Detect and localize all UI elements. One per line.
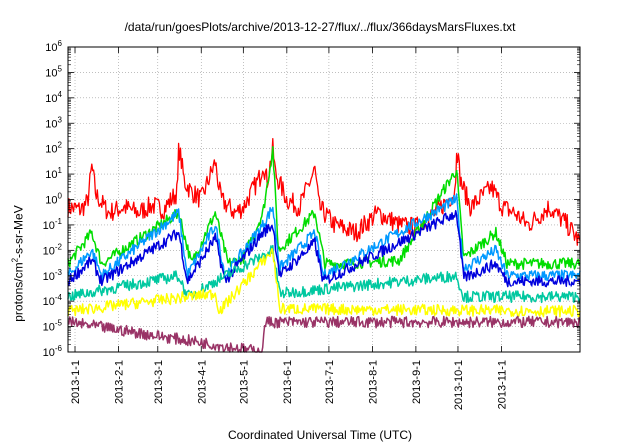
x-axis-label: Coordinated Universal Time (UTC) bbox=[227, 428, 413, 442]
series-line bbox=[67, 315, 581, 353]
x-tick-label: 2013-5-1 bbox=[238, 360, 250, 404]
x-tick-label: 2013-4-1 bbox=[196, 360, 208, 404]
x-tick-label: 2013-2-1 bbox=[113, 360, 125, 404]
x-tick-label: 2013-9-1 bbox=[411, 360, 423, 404]
x-tick-label: 2013-11-1 bbox=[496, 360, 508, 409]
series-line bbox=[67, 247, 581, 318]
series-line bbox=[67, 137, 581, 246]
x-tick-label: 2013-10-1 bbox=[453, 360, 465, 410]
x-tick-label: 2013-6-1 bbox=[282, 360, 294, 404]
y-tick-labels: 10-6 10-5 10-4 10-3 10-2 10-1 100 101 102 103 104 1… bbox=[43, 39, 63, 359]
y-tick-label: 105 bbox=[45, 64, 62, 79]
y-tick-label: 10-2 bbox=[43, 242, 63, 257]
chart-title: /data/run/goesPlots/archive/2013-12-27/f… bbox=[124, 20, 516, 34]
x-tick-labels: 2013-1-1 2013-2-1 2013-3-1 2013-4-1 2013-5-1… bbox=[70, 360, 508, 410]
x-tick-label: 2013-3-1 bbox=[153, 360, 165, 404]
axes bbox=[67, 46, 581, 353]
series-group bbox=[67, 137, 581, 353]
y-axis-label: protons/cm2-s-sr-MeV bbox=[10, 205, 26, 322]
x-tick-label: 2013-1-1 bbox=[70, 360, 82, 404]
series-line bbox=[67, 146, 581, 271]
y-tick-label: 100 bbox=[45, 192, 62, 207]
y-tick-label: 106 bbox=[45, 39, 62, 54]
y-tick-label: 10-6 bbox=[43, 344, 63, 359]
y-tick-label: 102 bbox=[45, 141, 62, 156]
y-tick-label: 103 bbox=[45, 115, 62, 130]
x-tick-label: 2013-8-1 bbox=[367, 360, 379, 404]
y-tick-label: 10-3 bbox=[43, 268, 63, 283]
y-tick-label: 104 bbox=[45, 90, 62, 105]
grid bbox=[68, 47, 580, 352]
x-tick-label: 2013-7-1 bbox=[324, 360, 336, 404]
y-tick-label: 10-1 bbox=[43, 217, 63, 232]
plot-frame bbox=[67, 46, 581, 353]
y-tick-label: 101 bbox=[45, 166, 62, 181]
series-line bbox=[67, 209, 581, 288]
series-line bbox=[67, 244, 581, 304]
y-tick-label: 10-4 bbox=[43, 293, 63, 308]
y-tick-label: 10-5 bbox=[43, 319, 63, 334]
